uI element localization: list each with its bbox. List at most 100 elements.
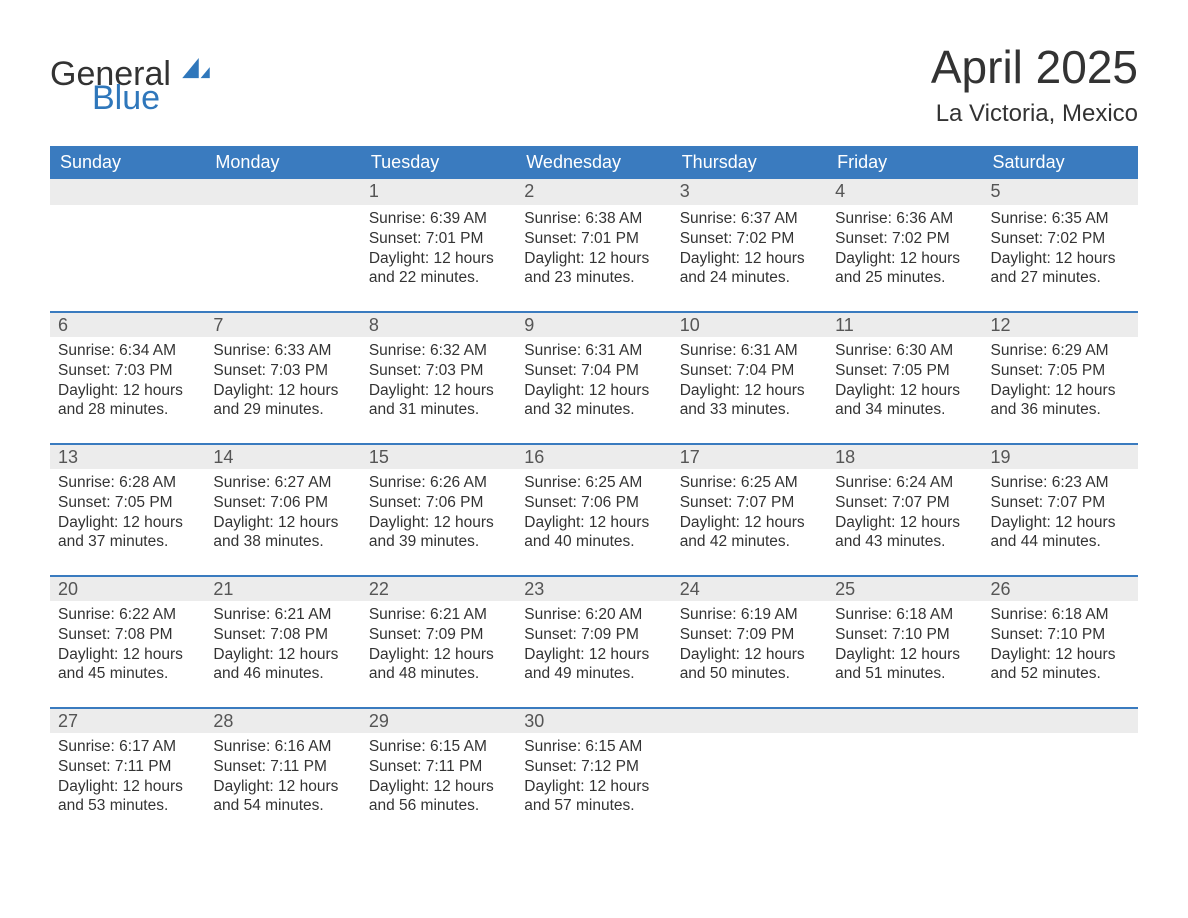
daylight-text: Daylight: 12 hours and 52 minutes. bbox=[991, 645, 1130, 685]
calendar-week-row: 20Sunrise: 6:22 AMSunset: 7:08 PMDayligh… bbox=[50, 575, 1138, 707]
calendar-cell bbox=[205, 179, 360, 311]
calendar-cell: 28Sunrise: 6:16 AMSunset: 7:11 PMDayligh… bbox=[205, 707, 360, 839]
sunset-text: Sunset: 7:07 PM bbox=[991, 493, 1130, 513]
daylight-text: Daylight: 12 hours and 25 minutes. bbox=[835, 249, 974, 289]
sunset-text: Sunset: 7:04 PM bbox=[680, 361, 819, 381]
sunset-text: Sunset: 7:11 PM bbox=[213, 757, 352, 777]
sunset-text: Sunset: 7:06 PM bbox=[524, 493, 663, 513]
brand-logo: General Blue bbox=[50, 40, 210, 115]
daylight-text: Daylight: 12 hours and 33 minutes. bbox=[680, 381, 819, 421]
day-number: 27 bbox=[50, 707, 205, 733]
brand-word-2: Blue bbox=[92, 82, 210, 114]
sunset-text: Sunset: 7:07 PM bbox=[680, 493, 819, 513]
daylight-text: Daylight: 12 hours and 40 minutes. bbox=[524, 513, 663, 553]
sunset-text: Sunset: 7:01 PM bbox=[369, 229, 508, 249]
calendar-week-row: 27Sunrise: 6:17 AMSunset: 7:11 PMDayligh… bbox=[50, 707, 1138, 839]
calendar-cell: 27Sunrise: 6:17 AMSunset: 7:11 PMDayligh… bbox=[50, 707, 205, 839]
daylight-text: Daylight: 12 hours and 28 minutes. bbox=[58, 381, 197, 421]
sunset-text: Sunset: 7:10 PM bbox=[835, 625, 974, 645]
col-thursday: Thursday bbox=[672, 146, 827, 179]
day-body: Sunrise: 6:25 AMSunset: 7:07 PMDaylight:… bbox=[672, 469, 827, 556]
col-monday: Monday bbox=[205, 146, 360, 179]
daylight-text: Daylight: 12 hours and 27 minutes. bbox=[991, 249, 1130, 289]
calendar-week-row: 13Sunrise: 6:28 AMSunset: 7:05 PMDayligh… bbox=[50, 443, 1138, 575]
daylight-text: Daylight: 12 hours and 31 minutes. bbox=[369, 381, 508, 421]
day-body: Sunrise: 6:22 AMSunset: 7:08 PMDaylight:… bbox=[50, 601, 205, 688]
day-number: 9 bbox=[516, 311, 671, 337]
day-number bbox=[50, 179, 205, 205]
daylight-text: Daylight: 12 hours and 36 minutes. bbox=[991, 381, 1130, 421]
daylight-text: Daylight: 12 hours and 37 minutes. bbox=[58, 513, 197, 553]
sunrise-text: Sunrise: 6:15 AM bbox=[524, 737, 663, 757]
sunrise-text: Sunrise: 6:19 AM bbox=[680, 605, 819, 625]
sunset-text: Sunset: 7:03 PM bbox=[213, 361, 352, 381]
sunset-text: Sunset: 7:09 PM bbox=[524, 625, 663, 645]
col-friday: Friday bbox=[827, 146, 982, 179]
calendar-cell: 24Sunrise: 6:19 AMSunset: 7:09 PMDayligh… bbox=[672, 575, 827, 707]
day-number: 5 bbox=[983, 179, 1138, 205]
calendar-cell: 19Sunrise: 6:23 AMSunset: 7:07 PMDayligh… bbox=[983, 443, 1138, 575]
day-body: Sunrise: 6:21 AMSunset: 7:08 PMDaylight:… bbox=[205, 601, 360, 688]
day-body: Sunrise: 6:21 AMSunset: 7:09 PMDaylight:… bbox=[361, 601, 516, 688]
day-body: Sunrise: 6:34 AMSunset: 7:03 PMDaylight:… bbox=[50, 337, 205, 424]
day-number: 28 bbox=[205, 707, 360, 733]
day-number: 18 bbox=[827, 443, 982, 469]
day-number: 30 bbox=[516, 707, 671, 733]
day-body: Sunrise: 6:20 AMSunset: 7:09 PMDaylight:… bbox=[516, 601, 671, 688]
day-number: 20 bbox=[50, 575, 205, 601]
calendar-cell: 12Sunrise: 6:29 AMSunset: 7:05 PMDayligh… bbox=[983, 311, 1138, 443]
day-number: 16 bbox=[516, 443, 671, 469]
title-month: April 2025 bbox=[931, 40, 1138, 94]
sunrise-text: Sunrise: 6:29 AM bbox=[991, 341, 1130, 361]
calendar-cell: 29Sunrise: 6:15 AMSunset: 7:11 PMDayligh… bbox=[361, 707, 516, 839]
day-body: Sunrise: 6:26 AMSunset: 7:06 PMDaylight:… bbox=[361, 469, 516, 556]
calendar-cell: 13Sunrise: 6:28 AMSunset: 7:05 PMDayligh… bbox=[50, 443, 205, 575]
sunrise-text: Sunrise: 6:18 AM bbox=[991, 605, 1130, 625]
daylight-text: Daylight: 12 hours and 39 minutes. bbox=[369, 513, 508, 553]
day-number: 6 bbox=[50, 311, 205, 337]
daylight-text: Daylight: 12 hours and 48 minutes. bbox=[369, 645, 508, 685]
calendar-cell: 10Sunrise: 6:31 AMSunset: 7:04 PMDayligh… bbox=[672, 311, 827, 443]
sunset-text: Sunset: 7:03 PM bbox=[58, 361, 197, 381]
sunrise-text: Sunrise: 6:39 AM bbox=[369, 209, 508, 229]
daylight-text: Daylight: 12 hours and 49 minutes. bbox=[524, 645, 663, 685]
calendar-cell: 2Sunrise: 6:38 AMSunset: 7:01 PMDaylight… bbox=[516, 179, 671, 311]
day-number: 29 bbox=[361, 707, 516, 733]
day-number: 23 bbox=[516, 575, 671, 601]
day-number: 17 bbox=[672, 443, 827, 469]
sunrise-text: Sunrise: 6:31 AM bbox=[524, 341, 663, 361]
title-block: April 2025 La Victoria, Mexico bbox=[931, 40, 1138, 128]
calendar-cell: 30Sunrise: 6:15 AMSunset: 7:12 PMDayligh… bbox=[516, 707, 671, 839]
weekday-header-row: Sunday Monday Tuesday Wednesday Thursday… bbox=[50, 146, 1138, 179]
daylight-text: Daylight: 12 hours and 44 minutes. bbox=[991, 513, 1130, 553]
calendar-cell: 5 Sunrise: 6:35 AMSunset: 7:02 PMDaylight… bbox=[983, 179, 1138, 311]
sunrise-text: Sunrise: 6:16 AM bbox=[213, 737, 352, 757]
calendar-cell: 11Sunrise: 6:30 AMSunset: 7:05 PMDayligh… bbox=[827, 311, 982, 443]
calendar-cell: 15Sunrise: 6:26 AMSunset: 7:06 PMDayligh… bbox=[361, 443, 516, 575]
sunrise-text: Sunrise: 6:23 AM bbox=[991, 473, 1130, 493]
calendar-cell: 16Sunrise: 6:25 AMSunset: 7:06 PMDayligh… bbox=[516, 443, 671, 575]
day-number: 22 bbox=[361, 575, 516, 601]
calendar-cell: 6Sunrise: 6:34 AMSunset: 7:03 PMDaylight… bbox=[50, 311, 205, 443]
daylight-text: Daylight: 12 hours and 22 minutes. bbox=[369, 249, 508, 289]
col-wednesday: Wednesday bbox=[516, 146, 671, 179]
sunset-text: Sunset: 7:02 PM bbox=[991, 229, 1130, 249]
sunrise-text: Sunrise: 6:37 AM bbox=[680, 209, 819, 229]
sunrise-text: Sunrise: 6:32 AM bbox=[369, 341, 508, 361]
day-number: 4 bbox=[827, 179, 982, 205]
day-body: Sunrise: 6:18 AMSunset: 7:10 PMDaylight:… bbox=[827, 601, 982, 688]
col-saturday: Saturday bbox=[983, 146, 1138, 179]
sunrise-text: Sunrise: 6:33 AM bbox=[213, 341, 352, 361]
sunrise-text: Sunrise: 6:27 AM bbox=[213, 473, 352, 493]
day-body: Sunrise: 6:15 AMSunset: 7:12 PMDaylight:… bbox=[516, 733, 671, 820]
calendar-cell bbox=[983, 707, 1138, 839]
col-sunday: Sunday bbox=[50, 146, 205, 179]
daylight-text: Daylight: 12 hours and 32 minutes. bbox=[524, 381, 663, 421]
day-body: Sunrise: 6:24 AMSunset: 7:07 PMDaylight:… bbox=[827, 469, 982, 556]
daylight-text: Daylight: 12 hours and 57 minutes. bbox=[524, 777, 663, 817]
title-location: La Victoria, Mexico bbox=[931, 100, 1138, 128]
daylight-text: Daylight: 12 hours and 43 minutes. bbox=[835, 513, 974, 553]
day-body: Sunrise: 6:38 AMSunset: 7:01 PMDaylight:… bbox=[516, 205, 671, 292]
sunrise-text: Sunrise: 6:35 AM bbox=[991, 209, 1130, 229]
sunset-text: Sunset: 7:05 PM bbox=[991, 361, 1130, 381]
